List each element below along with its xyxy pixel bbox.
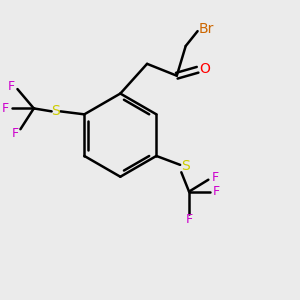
Text: F: F <box>211 171 218 184</box>
Text: O: O <box>200 62 211 76</box>
Text: F: F <box>185 213 193 226</box>
Text: Br: Br <box>199 22 214 36</box>
Text: F: F <box>2 102 8 115</box>
Text: F: F <box>213 185 220 198</box>
Text: S: S <box>51 104 60 118</box>
Text: S: S <box>181 159 190 173</box>
Text: F: F <box>8 80 15 93</box>
Text: F: F <box>11 128 19 140</box>
